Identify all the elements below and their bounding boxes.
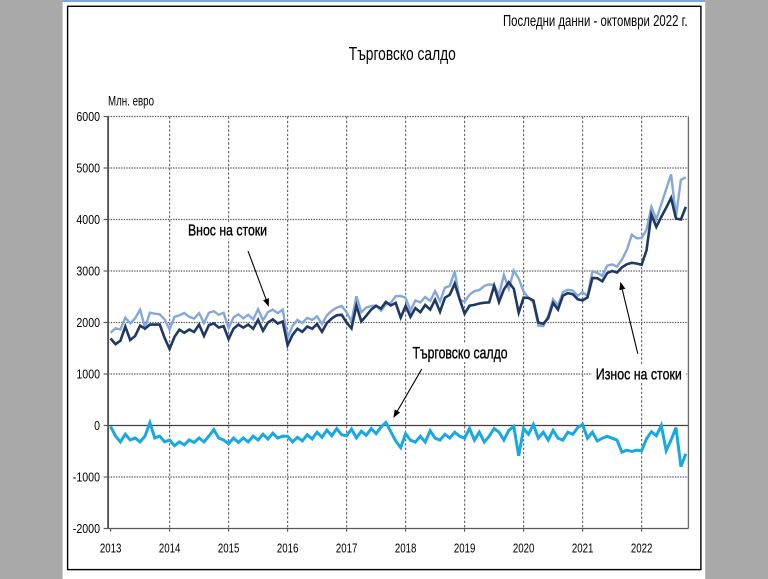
svg-text:2013: 2013 [100, 541, 122, 556]
svg-text:2000: 2000 [76, 315, 100, 330]
svg-text:1000: 1000 [76, 367, 100, 382]
svg-text:3000: 3000 [76, 264, 100, 279]
svg-text:Последни данни - октомври 2022: Последни данни - октомври 2022 г. [503, 13, 688, 30]
svg-text:2020: 2020 [513, 541, 535, 556]
svg-text:2022: 2022 [631, 541, 653, 556]
svg-text:0: 0 [94, 418, 100, 433]
svg-text:Внос на стоки: Внос на стоки [188, 223, 267, 240]
svg-text:6000: 6000 [76, 109, 100, 124]
svg-text:Търговско салдо: Търговско салдо [349, 44, 456, 64]
svg-text:Млн. евро: Млн. евро [108, 94, 154, 109]
svg-text:2019: 2019 [454, 541, 476, 556]
svg-text:Износ на стоки: Износ на стоки [596, 367, 682, 384]
svg-text:2016: 2016 [277, 541, 299, 556]
svg-text:2021: 2021 [572, 541, 594, 556]
svg-text:Търговско салдо: Търговско салдо [413, 345, 508, 363]
svg-text:5000: 5000 [76, 161, 100, 176]
svg-text:2018: 2018 [395, 541, 417, 556]
svg-text:-1000: -1000 [73, 470, 100, 485]
svg-text:2017: 2017 [336, 541, 358, 556]
svg-text:2015: 2015 [218, 541, 240, 556]
svg-text:-2000: -2000 [73, 521, 100, 536]
svg-text:2014: 2014 [159, 541, 181, 556]
svg-text:4000: 4000 [76, 212, 100, 227]
